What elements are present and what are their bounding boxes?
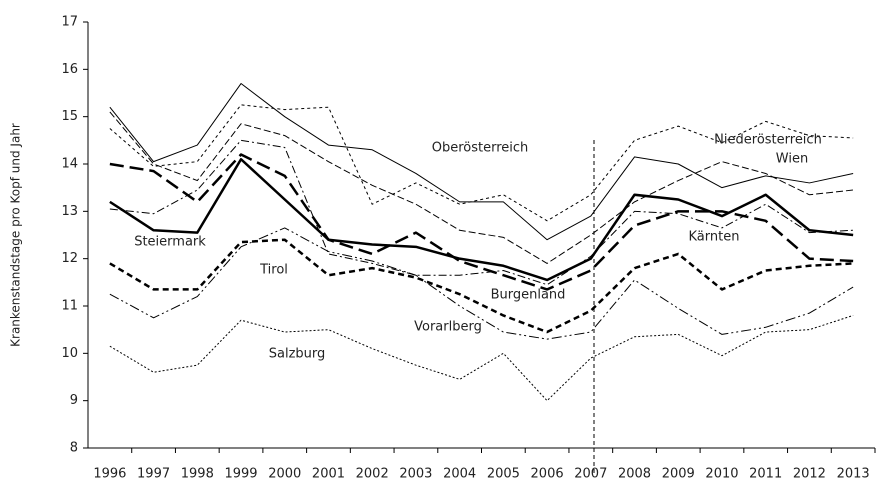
series-line [109, 111, 854, 264]
y-tick-label: 17 [61, 15, 78, 30]
x-tick-label: 2006 [531, 467, 564, 482]
y-tick-label: 9 [70, 393, 78, 408]
x-tick-label: 1997 [137, 467, 170, 482]
x-tick-label: 2013 [837, 467, 870, 482]
y-tick-label: 13 [61, 204, 78, 219]
x-tick-label: 2007 [574, 467, 607, 482]
y-tick-label: 10 [61, 346, 78, 361]
x-tick-label: 1998 [181, 467, 214, 482]
y-tick-label: 16 [61, 62, 78, 77]
x-tick-label: 2004 [443, 467, 476, 482]
x-tick-label: 2005 [487, 467, 520, 482]
x-tick-label: 2002 [356, 467, 389, 482]
x-tick-label: 2012 [793, 467, 826, 482]
y-tick-label: 12 [61, 251, 78, 266]
series-line [109, 139, 854, 286]
x-tick-label: 1999 [224, 467, 257, 482]
series-line [109, 238, 854, 334]
series-label: Tirol [259, 263, 288, 278]
y-tick-label: 8 [70, 441, 78, 456]
series-label: Wien [776, 152, 808, 167]
y-tick-label: 15 [61, 109, 78, 124]
x-tick-label: 2003 [399, 467, 432, 482]
x-tick-label: 1996 [93, 467, 126, 482]
y-axis-label: Krankenstandstage pro Kopf und Jahr [9, 123, 23, 347]
series-line [109, 158, 854, 282]
series-label: Salzburg [269, 347, 326, 362]
series-label: Kärnten [689, 230, 740, 245]
series-label: Oberösterreich [432, 141, 529, 156]
series-label: Vorarlberg [414, 320, 482, 335]
x-tick-label: 2001 [312, 467, 345, 482]
x-tick-label: 2011 [749, 467, 782, 482]
y-tick-label: 14 [61, 157, 78, 172]
x-tick-label: 2009 [662, 467, 695, 482]
x-tick-label: 2010 [705, 467, 738, 482]
series-label: Steiermark [134, 235, 206, 250]
series-label: Niederösterreich [714, 133, 822, 148]
series-line [109, 314, 854, 402]
y-tick-label: 11 [61, 299, 78, 314]
series-line [109, 83, 854, 241]
x-tick-label: 2008 [618, 467, 651, 482]
series-line [109, 104, 854, 222]
x-tick-label: 2000 [268, 467, 301, 482]
series-line [109, 153, 854, 291]
series-label: Burgenland [491, 288, 566, 303]
